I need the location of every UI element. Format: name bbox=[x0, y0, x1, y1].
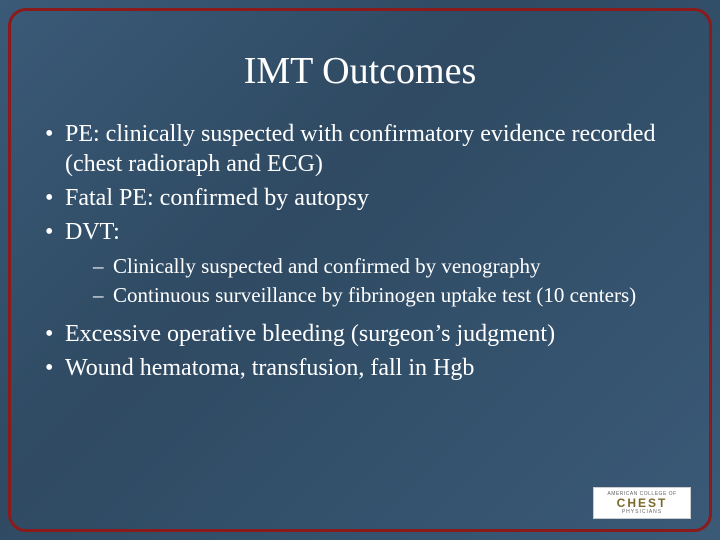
slide-frame: IMT Outcomes PE: clinically suspected wi… bbox=[8, 8, 712, 532]
logo-mid-text: CHEST bbox=[617, 497, 668, 509]
bullet-item: Wound hematoma, transfusion, fall in Hgb bbox=[39, 353, 681, 383]
logo-bot-text: PHYSICIANS bbox=[622, 509, 662, 515]
sub-bullet-item: Continuous surveillance by fibrinogen up… bbox=[65, 282, 681, 309]
chest-logo: AMERICAN COLLEGE OF CHEST PHYSICIANS bbox=[593, 487, 691, 519]
slide-title: IMT Outcomes bbox=[39, 49, 681, 93]
bullet-item: DVT: Clinically suspected and confirmed … bbox=[39, 217, 681, 309]
bullet-list: PE: clinically suspected with confirmato… bbox=[39, 119, 681, 383]
sub-bullet-item: Clinically suspected and confirmed by ve… bbox=[65, 253, 681, 280]
bullet-item: Excessive operative bleeding (surgeon’s … bbox=[39, 319, 681, 349]
bullet-text: Excessive operative bleeding (surgeon’s … bbox=[65, 321, 555, 347]
bullet-text: Wound hematoma, transfusion, fall in Hgb bbox=[65, 355, 474, 381]
slide: IMT Outcomes PE: clinically suspected wi… bbox=[0, 0, 720, 540]
bullet-text: PE: clinically suspected with confirmato… bbox=[65, 121, 655, 177]
sub-bullet-list: Clinically suspected and confirmed by ve… bbox=[65, 253, 681, 309]
bullet-text: DVT: bbox=[65, 219, 120, 245]
bullet-item: PE: clinically suspected with confirmato… bbox=[39, 119, 681, 179]
bullet-text: Fatal PE: confirmed by autopsy bbox=[65, 185, 369, 211]
bullet-item: Fatal PE: confirmed by autopsy bbox=[39, 183, 681, 213]
